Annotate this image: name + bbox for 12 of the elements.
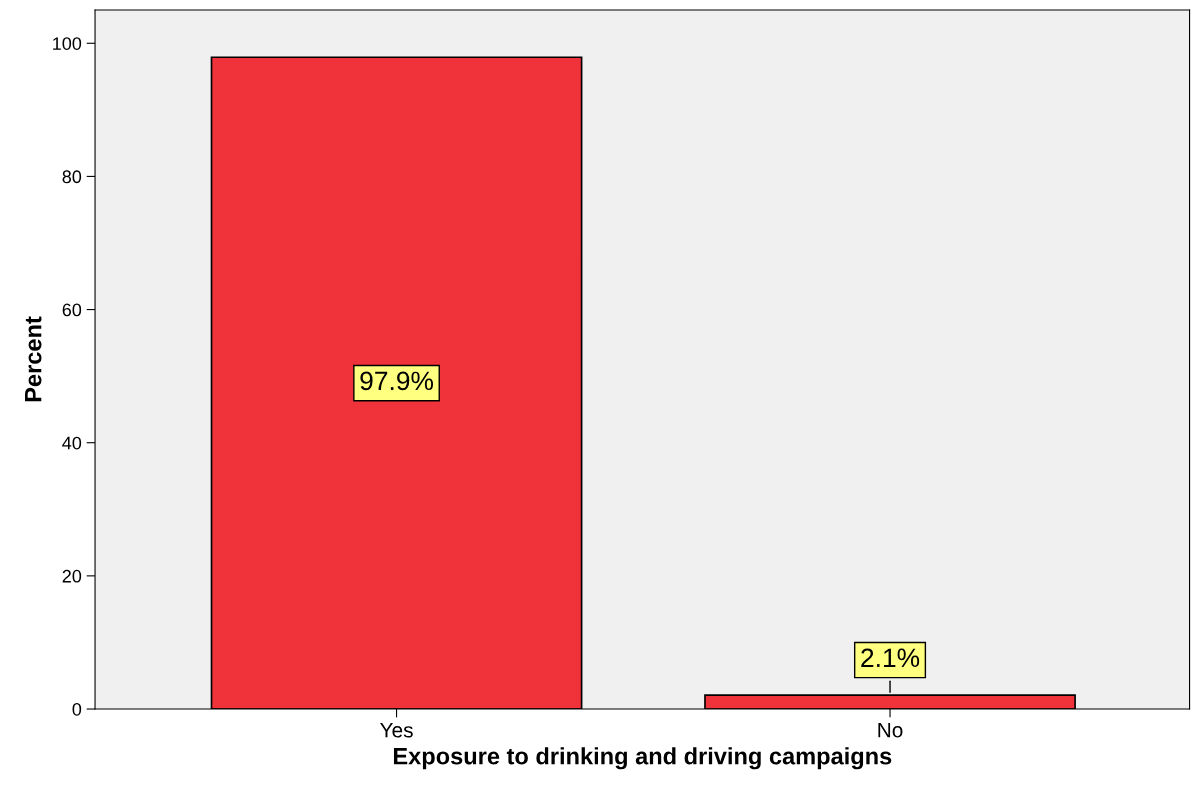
y-tick-label: 60 <box>62 303 82 317</box>
y-tick-label: 20 <box>62 569 82 583</box>
data-label: 97.9% <box>360 371 434 391</box>
y-tick-label: 80 <box>62 170 82 184</box>
x-axis-title: Exposure to drinking and driving campaigns <box>393 747 892 770</box>
y-tick-label: 40 <box>62 436 82 450</box>
data-label: 2.1% <box>861 648 920 668</box>
y-tick-label: 0 <box>72 702 82 716</box>
y-axis-title: Percent <box>25 316 42 402</box>
y-tick-label: 100 <box>53 37 82 50</box>
x-tick-label: Yes <box>380 722 413 738</box>
x-tick-label: No <box>878 722 903 738</box>
